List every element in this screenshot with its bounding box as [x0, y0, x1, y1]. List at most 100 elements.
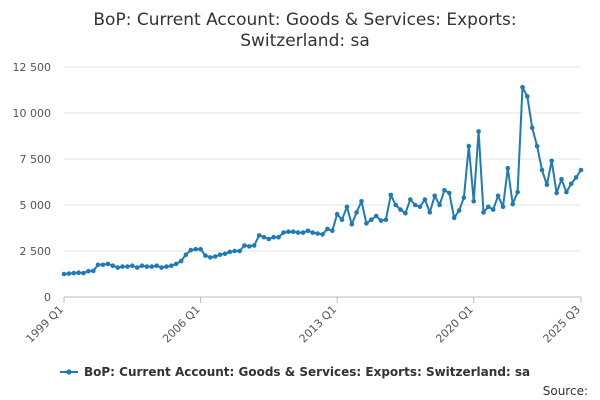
data-point[interactable]	[251, 243, 257, 248]
data-point[interactable]	[71, 270, 77, 276]
data-point[interactable]	[466, 143, 472, 149]
data-point[interactable]	[403, 211, 408, 216]
data-point[interactable]	[529, 125, 535, 130]
data-point[interactable]	[261, 234, 267, 240]
data-point[interactable]	[408, 197, 413, 202]
data-point[interactable]	[159, 265, 164, 270]
data-point[interactable]	[212, 254, 218, 259]
data-point[interactable]	[578, 167, 584, 173]
data-point[interactable]	[183, 252, 189, 257]
data-point[interactable]	[568, 181, 574, 187]
data-point[interactable]	[222, 251, 228, 257]
data-point[interactable]	[515, 189, 520, 195]
data-point[interactable]	[398, 207, 403, 212]
data-point[interactable]	[549, 158, 554, 164]
data-point[interactable]	[266, 236, 272, 242]
data-point[interactable]	[525, 94, 530, 99]
data-point[interactable]	[193, 246, 198, 252]
data-point[interactable]	[86, 268, 91, 274]
data-point[interactable]	[198, 246, 203, 252]
data-point[interactable]	[510, 201, 515, 207]
data-point[interactable]	[237, 248, 242, 254]
data-point[interactable]	[451, 215, 457, 221]
data-point[interactable]	[164, 264, 169, 269]
data-point[interactable]	[232, 248, 237, 254]
data-point[interactable]	[100, 262, 106, 268]
data-point[interactable]	[349, 222, 355, 227]
data-point[interactable]	[110, 263, 116, 269]
data-point[interactable]	[281, 230, 286, 235]
data-point[interactable]	[339, 217, 345, 222]
data-point[interactable]	[178, 258, 184, 264]
legend[interactable]: BoP: Current Account: Goods & Services: …	[60, 365, 530, 379]
data-point[interactable]	[383, 217, 389, 222]
data-point[interactable]	[559, 176, 564, 182]
data-point[interactable]	[378, 218, 384, 223]
data-point[interactable]	[227, 249, 233, 255]
data-point[interactable]	[476, 129, 481, 134]
data-point[interactable]	[300, 230, 306, 235]
data-point[interactable]	[217, 252, 223, 257]
data-point[interactable]	[500, 204, 506, 210]
data-point[interactable]	[442, 188, 447, 193]
data-point[interactable]	[344, 204, 350, 210]
data-point[interactable]	[539, 167, 545, 173]
data-point[interactable]	[173, 261, 179, 267]
data-point[interactable]	[203, 253, 208, 258]
data-point[interactable]	[188, 247, 194, 253]
data-point[interactable]	[573, 175, 579, 180]
data-point[interactable]	[330, 228, 335, 234]
data-point[interactable]	[495, 193, 501, 199]
data-point[interactable]	[505, 165, 511, 171]
data-point[interactable]	[364, 221, 369, 226]
data-point[interactable]	[334, 211, 340, 217]
data-point[interactable]	[534, 143, 540, 149]
data-point[interactable]	[149, 264, 155, 269]
data-point[interactable]	[481, 210, 486, 215]
data-point[interactable]	[295, 230, 301, 235]
data-point[interactable]	[456, 208, 462, 213]
data-point[interactable]	[388, 192, 394, 198]
data-point[interactable]	[310, 230, 316, 235]
data-point[interactable]	[554, 190, 559, 196]
data-point[interactable]	[76, 270, 81, 276]
data-point[interactable]	[115, 265, 120, 270]
data-point[interactable]	[325, 226, 330, 232]
data-point[interactable]	[95, 262, 101, 268]
data-point[interactable]	[486, 204, 491, 210]
data-point[interactable]	[315, 231, 320, 236]
data-point[interactable]	[359, 199, 364, 204]
data-point[interactable]	[105, 261, 111, 267]
data-point[interactable]	[208, 255, 213, 260]
data-point[interactable]	[154, 263, 159, 269]
data-point[interactable]	[437, 202, 442, 208]
data-point[interactable]	[81, 270, 86, 276]
data-point[interactable]	[125, 264, 130, 269]
data-point[interactable]	[134, 265, 140, 270]
data-point[interactable]	[130, 263, 135, 269]
data-point[interactable]	[373, 213, 379, 219]
data-point[interactable]	[520, 84, 525, 90]
data-point[interactable]	[564, 189, 569, 195]
data-point[interactable]	[369, 217, 374, 222]
data-point[interactable]	[544, 182, 550, 188]
data-point[interactable]	[422, 197, 428, 202]
data-point[interactable]	[290, 229, 296, 234]
data-point[interactable]	[432, 193, 438, 199]
data-point[interactable]	[490, 207, 496, 212]
data-point[interactable]	[66, 271, 72, 276]
data-point[interactable]	[276, 234, 281, 240]
data-point[interactable]	[393, 202, 399, 208]
data-point[interactable]	[417, 204, 423, 210]
data-point[interactable]	[305, 228, 311, 234]
data-point[interactable]	[144, 264, 150, 269]
data-point[interactable]	[320, 232, 325, 237]
data-point[interactable]	[427, 210, 433, 215]
data-point[interactable]	[242, 243, 247, 248]
data-point[interactable]	[412, 202, 418, 208]
data-point[interactable]	[447, 190, 452, 196]
data-point[interactable]	[256, 233, 262, 238]
data-point[interactable]	[139, 263, 145, 269]
data-point[interactable]	[271, 234, 277, 240]
data-point[interactable]	[247, 244, 252, 249]
